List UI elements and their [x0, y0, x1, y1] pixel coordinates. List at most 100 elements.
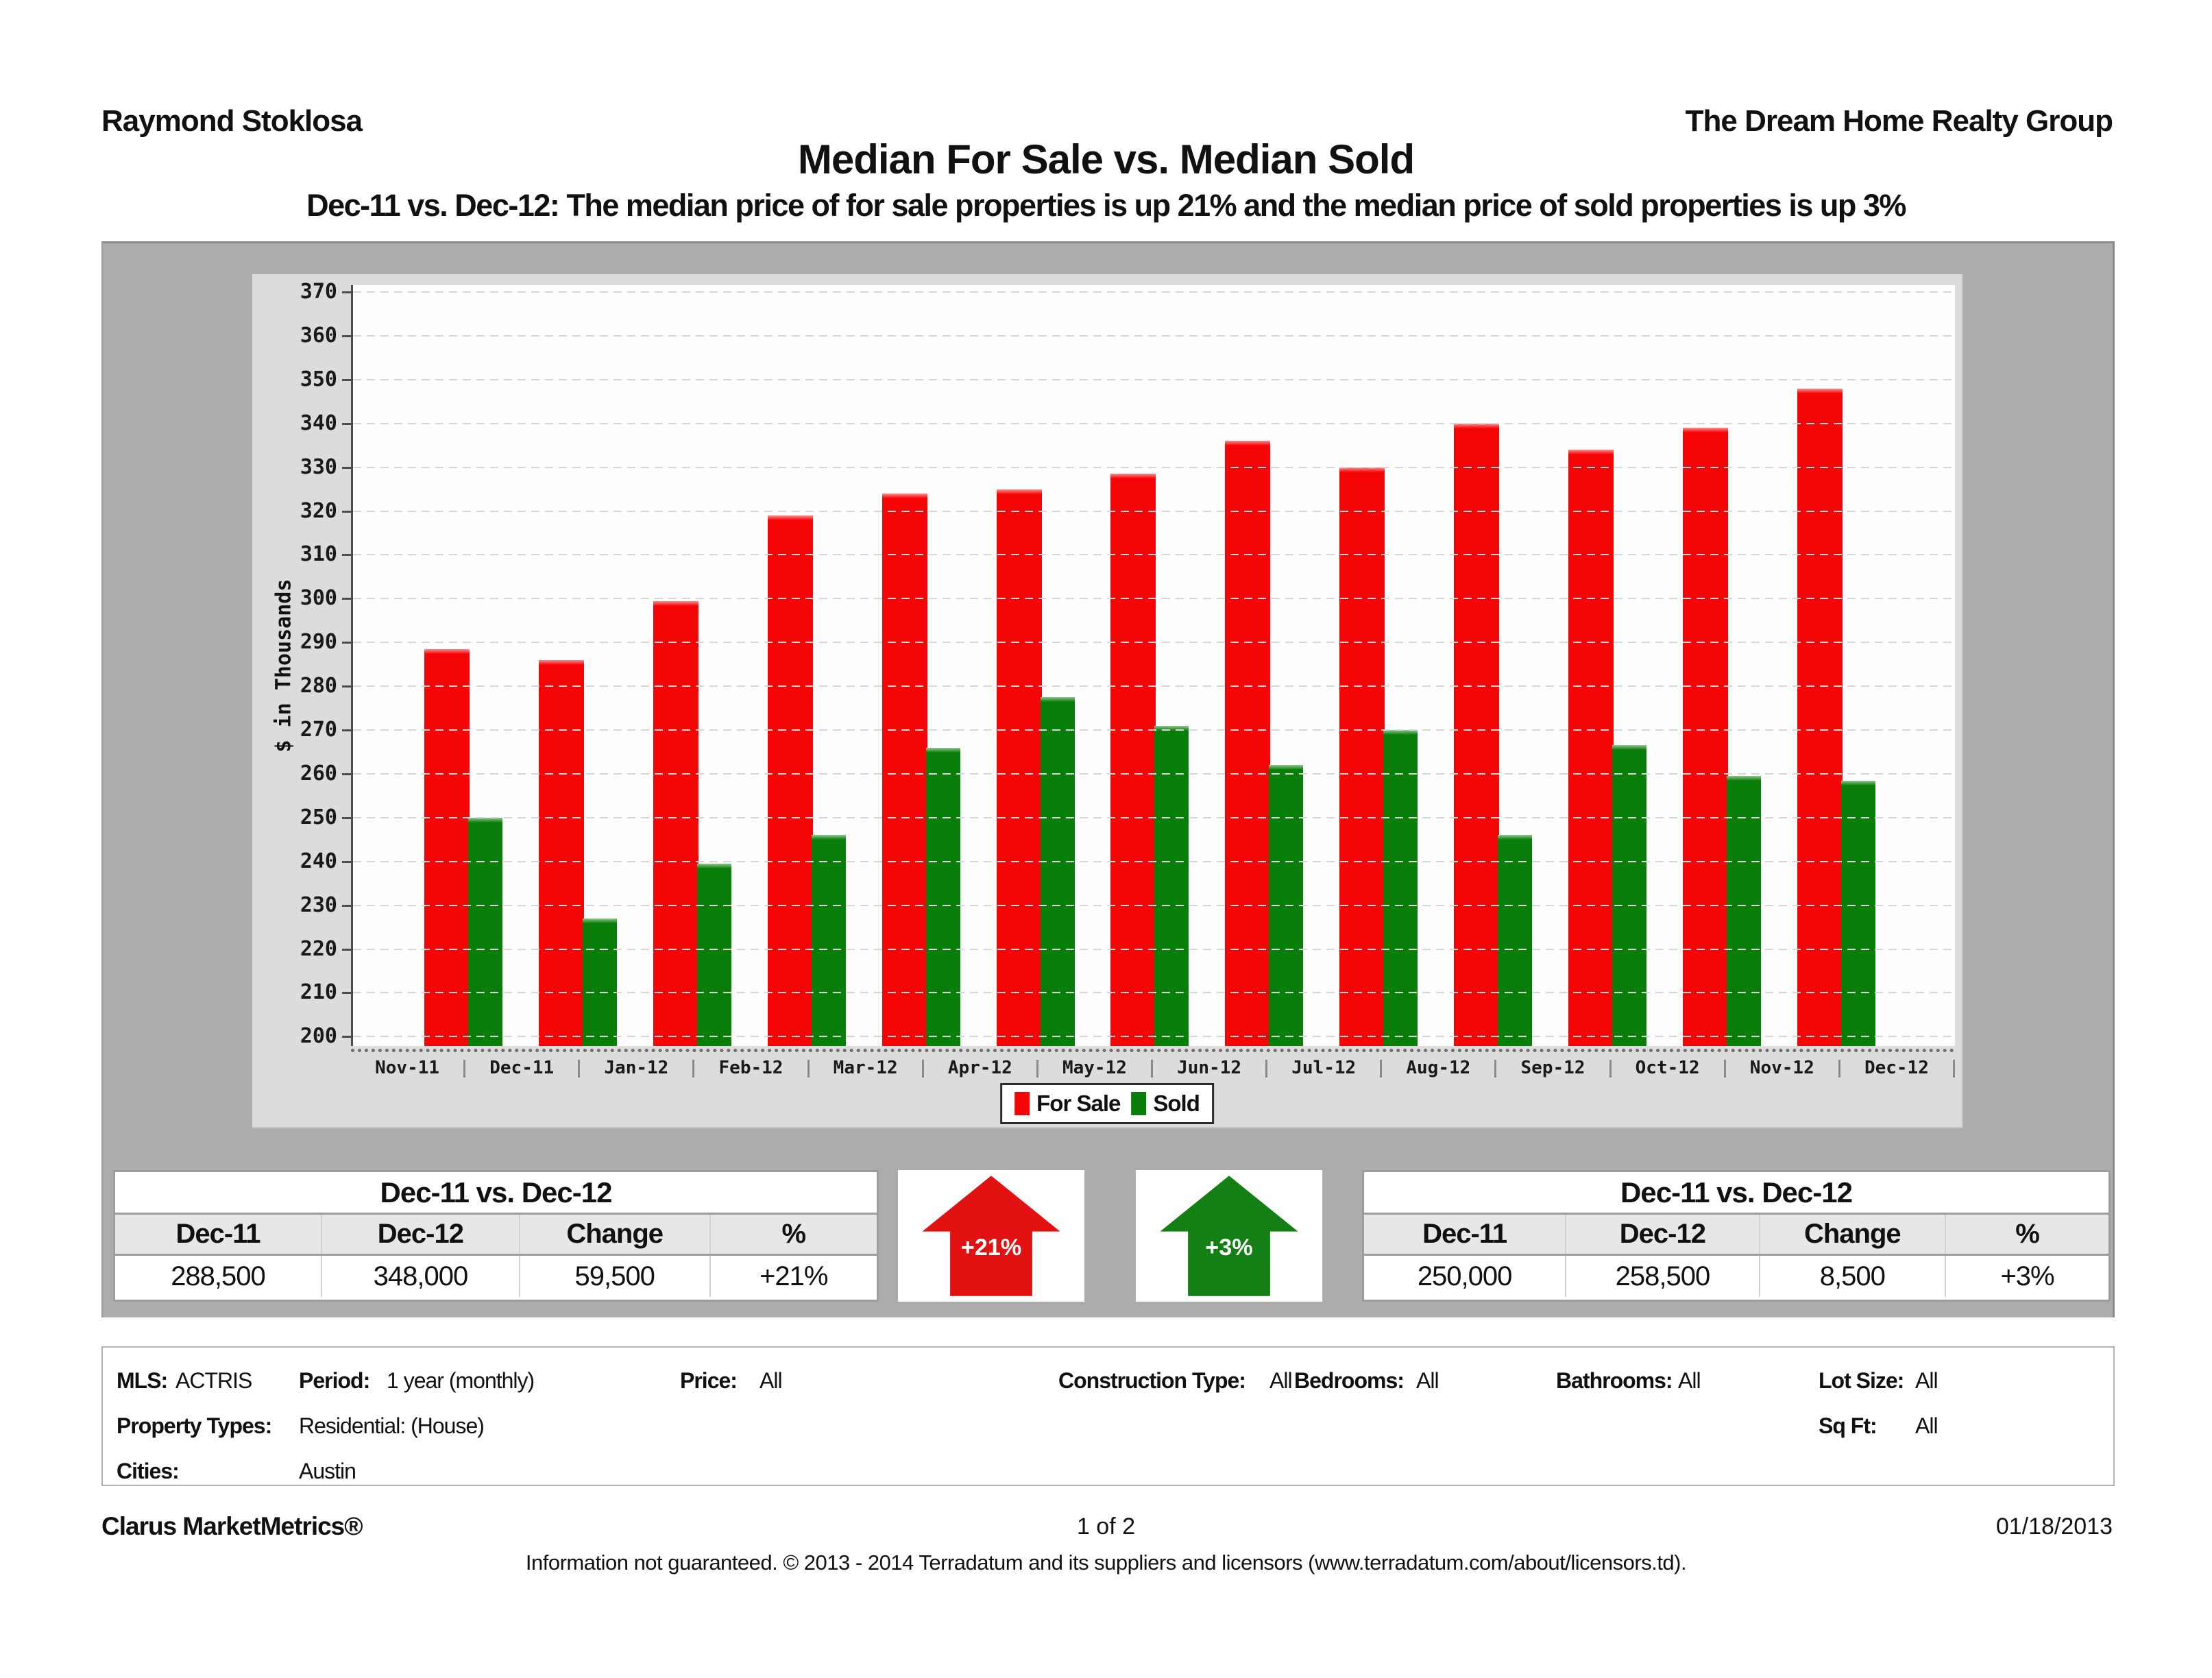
y-tick-mark [342, 1036, 351, 1038]
y-tick-mark [342, 948, 351, 951]
up-arrow-green-icon: +3% [1160, 1176, 1298, 1296]
up-arrow-red-icon: +21% [922, 1176, 1060, 1296]
bar-pair [1797, 388, 1875, 1046]
bar-slot [767, 285, 925, 1046]
table-cell: 59,500 [518, 1256, 709, 1297]
y-tick-label: 280 [300, 674, 337, 698]
bar-sold [696, 863, 731, 1046]
bar-slot [1110, 285, 1268, 1046]
x-tick-separator [1036, 1059, 1038, 1078]
bar-for-sale [1454, 423, 1500, 1046]
grid-line [353, 948, 1955, 950]
criteria-value: All [759, 1368, 783, 1393]
grid-line [353, 291, 1955, 293]
criteria-label: Sq Ft: [1819, 1413, 1877, 1438]
grid-line [353, 1036, 1955, 1038]
for-sale-change-text: +21% [961, 1235, 1021, 1261]
y-tick-label: 220 [300, 936, 337, 961]
y-tick-label: 230 [300, 892, 337, 917]
grid-line [353, 860, 1955, 862]
x-tick-separator [1838, 1059, 1840, 1078]
x-tick-separator [921, 1059, 924, 1078]
bar-pair [882, 493, 960, 1046]
y-tick-label: 370 [300, 280, 337, 304]
y-tick-mark [342, 904, 351, 907]
criteria-label: Construction Type: [1058, 1368, 1246, 1393]
x-tick-label: Jun-12 [1177, 1057, 1242, 1078]
y-tick-mark [342, 291, 351, 293]
bar-sold [1498, 835, 1533, 1046]
bar-sold [467, 817, 502, 1046]
grid-line [353, 992, 1955, 994]
x-tick-label: Feb-12 [718, 1057, 783, 1078]
x-tick-label: Nov-11 [375, 1057, 440, 1078]
criteria-label: Cities: [117, 1459, 180, 1483]
bar-sold [1383, 730, 1418, 1046]
y-tick-mark [342, 466, 351, 469]
bar-pair [424, 648, 502, 1046]
criteria-label: Period: [299, 1368, 370, 1393]
column-header: Dec-12 [320, 1215, 519, 1254]
x-tick-separator [1609, 1059, 1612, 1078]
grid-line [353, 598, 1955, 600]
x-tick-separator [1494, 1059, 1497, 1078]
sold-table-header-row: Dec-11 Dec-12 Change % [1364, 1215, 2108, 1256]
bar-slot [1454, 285, 1612, 1046]
grid-line [353, 554, 1955, 556]
for-sale-table-header-row: Dec-11 Dec-12 Change % [115, 1215, 877, 1256]
report-title: Median For Sale vs. Median Sold [797, 136, 1415, 182]
bar-pair [1454, 423, 1533, 1046]
y-tick-label: 250 [300, 805, 337, 829]
sold-table-title: Dec-11 vs. Dec-12 [1364, 1172, 2108, 1215]
x-tick-separator [578, 1059, 581, 1078]
bar-pair [1225, 441, 1304, 1046]
x-tick-separator [1952, 1059, 1955, 1078]
x-tick-label: Sep-12 [1520, 1057, 1585, 1078]
bar-slot [1568, 285, 1726, 1046]
x-tick-label: Apr-12 [947, 1057, 1012, 1078]
y-tick-label: 340 [300, 411, 337, 435]
bar-for-sale [767, 515, 813, 1046]
x-tick-separator [807, 1059, 810, 1078]
column-header: Change [518, 1215, 709, 1254]
column-header: Dec-11 [1422, 1219, 1507, 1249]
chart-container: $ in Thousands Nov-11 Dec-11 Jan-12 Feb-12 M… [101, 241, 2115, 1317]
criteria-value: Austin [299, 1459, 356, 1483]
y-tick-mark [342, 860, 351, 863]
y-tick-label: 330 [300, 454, 337, 479]
grid-line [353, 422, 1955, 424]
bar-slot [882, 285, 1040, 1046]
criteria-label: Bathrooms: [1556, 1368, 1673, 1393]
table-cell: +3% [1945, 1256, 2108, 1297]
x-tick-label: Dec-12 [1864, 1057, 1929, 1078]
y-tick-label: 320 [300, 498, 337, 523]
table-cell: +21% [709, 1256, 877, 1297]
bar-pair [1683, 428, 1762, 1046]
bar-sold [1840, 780, 1875, 1046]
bar-for-sale [1683, 428, 1729, 1046]
sold-change-badge: +3% [1136, 1170, 1322, 1302]
legend-label: Sold [1153, 1091, 1200, 1116]
y-tick-label: 260 [300, 761, 337, 786]
chart-panel: $ in Thousands Nov-11 Dec-11 Jan-12 Feb-12 M… [252, 274, 1963, 1128]
grid-line [353, 335, 1955, 337]
legend-swatch-icon [1014, 1092, 1030, 1115]
bar-sold [582, 918, 617, 1046]
agent-name: Raymond Stoklosa [101, 104, 363, 138]
x-tick-separator [692, 1059, 695, 1078]
report-date: 01/18/2013 [1995, 1513, 2113, 1540]
y-tick-label: 360 [300, 323, 337, 348]
bar-for-sale [1110, 474, 1156, 1046]
x-tick-separator [463, 1059, 466, 1078]
x-tick-label: Nov-12 [1749, 1057, 1814, 1078]
x-axis-strip: Nov-11 Dec-11 Jan-12 Feb-12 Mar-12 Apr-12 May-… [351, 1049, 1955, 1079]
bar-pair [996, 489, 1075, 1046]
bar-sold [1040, 697, 1075, 1046]
grid-line [353, 685, 1955, 688]
search-criteria-box: MLS: ACTRIS Period: 1 year (monthly) Pri… [101, 1346, 2115, 1486]
grid-line [353, 510, 1955, 512]
grid-line [353, 904, 1955, 906]
criteria-value: 1 year (monthly) [387, 1368, 535, 1393]
bar-for-sale [653, 600, 698, 1046]
x-tick-label: Dec-11 [489, 1057, 555, 1078]
